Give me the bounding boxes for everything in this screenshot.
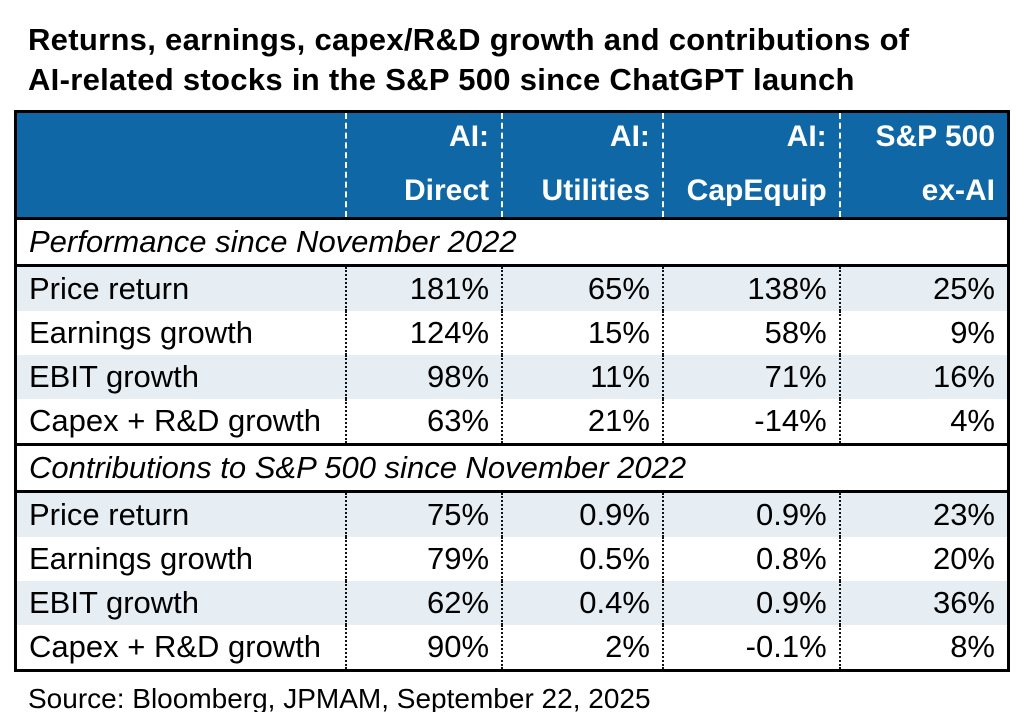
row-label: Price return: [15, 265, 348, 311]
section-heading: Performance since November 2022: [15, 217, 1009, 267]
row-label: Earnings growth: [15, 537, 348, 581]
value-cell: 98%: [346, 355, 504, 399]
value-cell: 71%: [662, 355, 841, 399]
value-cell: 62%: [346, 581, 504, 625]
value-cell: 0.9%: [662, 491, 841, 537]
header-cell-ai-capequip: AI: CapEquip: [662, 111, 841, 220]
value-cell: 23%: [932, 497, 995, 532]
value-cell: 124%: [346, 311, 504, 355]
value-cell: 0.5%: [502, 537, 664, 581]
header-row: AI: Direct AI: Utilities AI: CapEquip S&…: [15, 111, 1009, 220]
value-cell: 15%: [502, 311, 664, 355]
row-label: Capex + R&D growth: [15, 399, 348, 445]
page-title: Returns, earnings, capex/R&D growth and …: [14, 14, 1010, 110]
value-cell: 65%: [502, 265, 664, 311]
row-label: EBIT growth: [15, 581, 348, 625]
row-label: Earnings growth: [15, 311, 348, 355]
value-cell: 181%: [346, 265, 504, 311]
value-cell: 4%: [950, 403, 995, 438]
table-row: Price return 75% 0.9% 0.9% 23%: [15, 491, 1009, 537]
value-cell: 11%: [502, 355, 664, 399]
table-row: Price return 181% 65% 138% 25%: [15, 265, 1009, 311]
value-cell: 75%: [346, 491, 504, 537]
table-header: AI: Direct AI: Utilities AI: CapEquip S&…: [15, 111, 1009, 220]
table-row: Capex + R&D growth 63% 21% -14% 4%: [15, 399, 1009, 445]
header-cell-ai-utilities: AI: Utilities: [502, 111, 664, 220]
value-cell: 16%: [932, 359, 995, 394]
table-row: Capex + R&D growth 90% 2% -0.1% 8%: [15, 625, 1009, 671]
value-cell: 0.9%: [502, 491, 664, 537]
section-heading-row: Performance since November 2022: [15, 217, 1009, 267]
value-cell: 25%: [932, 271, 995, 306]
value-cell: 138%: [662, 265, 841, 311]
row-label: EBIT growth: [15, 355, 348, 399]
value-cell: 36%: [932, 585, 995, 620]
value-cell: 90%: [346, 625, 504, 671]
value-cell: 21%: [502, 399, 664, 445]
value-cell: 0.4%: [502, 581, 664, 625]
table-row: EBIT growth 98% 11% 71% 16%: [15, 355, 1009, 399]
section-heading: Contributions to S&P 500 since November …: [15, 443, 1009, 493]
value-cell: -0.1%: [662, 625, 841, 671]
row-label: Capex + R&D growth: [15, 625, 348, 671]
row-label: Price return: [15, 491, 348, 537]
value-cell: 0.9%: [662, 581, 841, 625]
header-cell-ai-direct: AI: Direct: [346, 111, 504, 220]
value-cell: 8%: [950, 629, 995, 664]
ai-stocks-table: AI: Direct AI: Utilities AI: CapEquip S&…: [14, 110, 1010, 672]
page-title-line1: Returns, earnings, capex/R&D growth and …: [28, 22, 910, 57]
value-cell: 0.8%: [662, 537, 841, 581]
header-cell-sp500-ex-ai: S&P 500 ex-AI: [839, 111, 1009, 220]
table-row: Earnings growth 79% 0.5% 0.8% 20%: [15, 537, 1009, 581]
value-cell: 63%: [346, 399, 504, 445]
table-body: Performance since November 2022 Price re…: [15, 217, 1009, 671]
value-cell: 58%: [662, 311, 841, 355]
header-cell-rowlabels: [15, 111, 348, 220]
value-cell: 2%: [502, 625, 664, 671]
table-row: Earnings growth 124% 15% 58% 9%: [15, 311, 1009, 355]
value-cell: 9%: [950, 315, 995, 350]
value-cell: 79%: [346, 537, 504, 581]
page-title-line2: AI-related stocks in the S&P 500 since C…: [28, 62, 855, 97]
value-cell: 20%: [932, 541, 995, 576]
table-row: EBIT growth 62% 0.4% 0.9% 36%: [15, 581, 1009, 625]
value-cell: -14%: [662, 399, 841, 445]
section-heading-row: Contributions to S&P 500 since November …: [15, 443, 1009, 493]
source-note: Source: Bloomberg, JPMAM, September 22, …: [28, 683, 651, 712]
